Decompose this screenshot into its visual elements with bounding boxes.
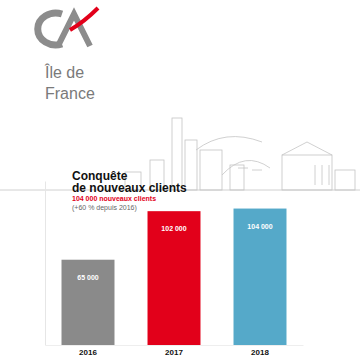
building <box>282 155 332 190</box>
x-tick: 2016 <box>79 345 97 357</box>
data-label: 65 000 <box>77 274 99 281</box>
bar <box>234 209 287 345</box>
x-tick: 2018 <box>251 345 269 357</box>
building <box>172 118 182 190</box>
x-tick-label: 2018 <box>251 348 269 357</box>
data-label: 102 000 <box>161 225 186 232</box>
bar <box>62 260 115 345</box>
chart-canvas: Île deFranceConquêtede nouveaux clients1… <box>0 0 360 360</box>
window <box>329 165 330 185</box>
window <box>315 165 316 185</box>
window <box>322 165 323 185</box>
annotation: (+60 % depuis 2016) <box>72 204 137 212</box>
data-label: 104 000 <box>247 223 272 230</box>
y-axis-line <box>45 182 46 346</box>
x-axis: 2016 2017 2018 <box>46 345 304 357</box>
logo-swoosh <box>70 8 98 30</box>
building <box>185 140 197 190</box>
bridge <box>222 160 270 175</box>
brand: Île deFrance <box>44 63 95 102</box>
data-labels: 65 000 102 000 104 000 <box>77 223 272 281</box>
building <box>200 150 222 190</box>
bars <box>62 209 287 345</box>
hill <box>196 137 262 150</box>
building <box>335 170 355 190</box>
chart-title: Conquêtede nouveaux clients <box>72 169 187 195</box>
x-tick-label: 2016 <box>79 348 97 357</box>
roof <box>282 142 332 155</box>
x-tick-label: 2017 <box>165 348 183 357</box>
logo <box>38 8 98 46</box>
x-tick: 2017 <box>165 345 183 357</box>
y-axis <box>45 182 46 346</box>
x-axis-line <box>46 345 304 346</box>
chart-subtitle: 104 000 nouveaux clients <box>72 195 156 202</box>
bar <box>148 211 201 345</box>
skyline <box>0 118 360 190</box>
building <box>230 165 244 190</box>
